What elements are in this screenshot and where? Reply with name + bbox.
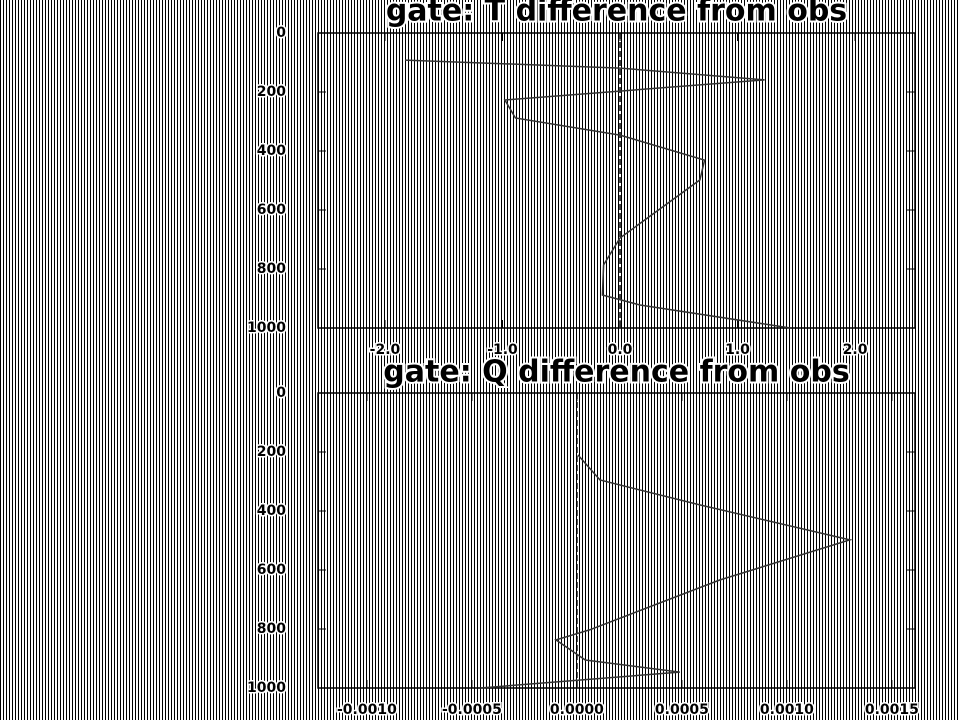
y-tick-label: 0 [276, 385, 286, 401]
y-tick-label: 800 [257, 261, 286, 277]
x-tick-label: -0.0005 [442, 702, 502, 718]
y-tick-label: 1000 [247, 680, 286, 696]
y-tick-label: 400 [257, 143, 286, 159]
x-tick-label: 1.0 [725, 342, 750, 358]
y-tick-label: 1000 [247, 320, 286, 336]
chart-title: gate: Q difference from obs [383, 355, 849, 390]
y-tick-label: 800 [257, 621, 286, 637]
x-tick-label: 2.0 [843, 342, 868, 358]
y-tick-label: 600 [257, 562, 286, 578]
x-tick-label: -1.0 [487, 342, 518, 358]
y-tick-label: 400 [257, 503, 286, 519]
x-tick-label: 0.0010 [760, 702, 814, 718]
y-tick-label: 200 [257, 84, 286, 100]
y-tick-label: 0 [276, 25, 286, 41]
profile-line [480, 454, 853, 689]
plot-frame [317, 32, 916, 329]
plot-frame [317, 392, 916, 689]
x-tick-label: 0.0000 [550, 702, 604, 718]
x-tick-label: -2.0 [370, 342, 401, 358]
x-tick-label: 0.0015 [865, 702, 919, 718]
x-tick-label: 0.0005 [655, 702, 709, 718]
profile-line [404, 59, 791, 329]
chart-title: gate: T difference from obs [386, 0, 847, 29]
y-tick-label: 600 [257, 202, 286, 218]
x-tick-label: -0.0010 [337, 702, 397, 718]
x-tick-label: 0.0 [608, 342, 633, 358]
y-tick-label: 200 [257, 444, 286, 460]
